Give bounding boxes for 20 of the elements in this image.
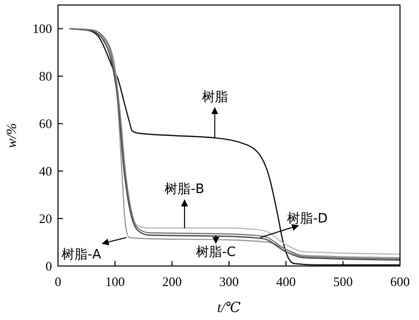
annotation: 树脂-D [287,212,328,227]
y-tick-label: 60 [39,116,52,132]
annotation: 树脂-C [196,245,236,260]
x-tick-label: 600 [390,274,410,289]
x-tick-label: 500 [333,274,353,289]
x-tick-label: 400 [276,274,296,289]
x-tick-label: 100 [105,274,125,289]
x-axis-title: t/℃ [217,301,242,316]
annotation: 树脂 [202,90,228,105]
y-tick-label: 20 [39,211,52,226]
x-tick-label: 0 [54,274,62,289]
y-tick-label: 40 [39,164,52,179]
y-tick-label: 0 [46,258,52,274]
y-tick-label: 100 [32,21,52,36]
x-tick-label: 200 [162,274,182,289]
x-tick-label: 300 [219,274,239,289]
annotation: 树脂-B [164,182,204,198]
y-tick-label: 80 [39,68,52,84]
y-axis-title: w/% [5,123,20,148]
annotation: 树脂-A [62,248,102,263]
